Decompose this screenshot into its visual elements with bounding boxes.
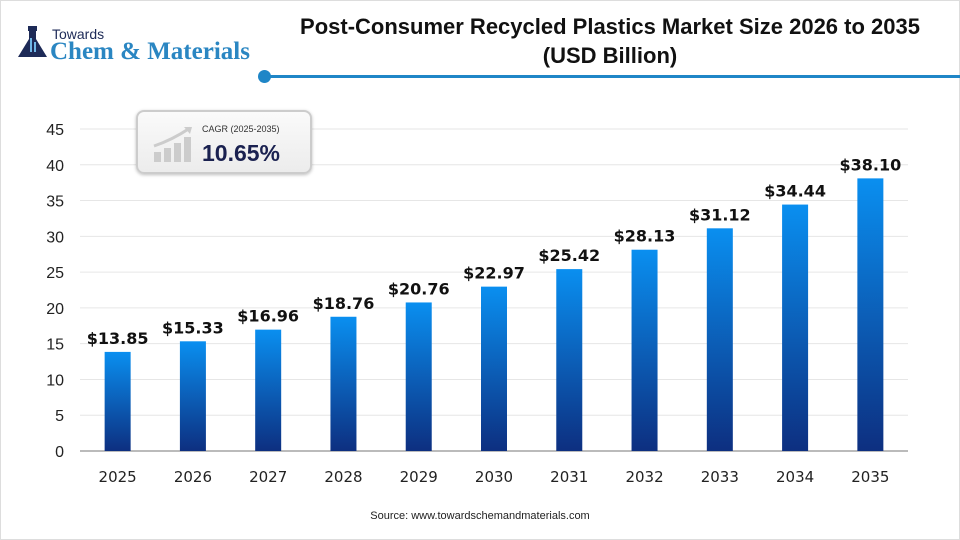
- divider-dot: [258, 70, 271, 83]
- bar: [782, 204, 809, 451]
- bar: [179, 341, 206, 451]
- cagr-box: CAGR (2025-2035) 10.65%: [136, 110, 312, 174]
- flask-icon: [18, 26, 47, 57]
- data-label: $20.76: [388, 279, 450, 298]
- bar: [556, 269, 583, 451]
- data-label: $22.97: [463, 264, 525, 283]
- bar: [104, 351, 131, 451]
- title-divider: [266, 75, 960, 78]
- title-line1: Post-Consumer Recycled Plastics Market S…: [300, 14, 920, 39]
- data-label: $25.42: [538, 246, 600, 265]
- title-line2: (USD Billion): [542, 43, 678, 68]
- data-label: $34.44: [764, 182, 826, 201]
- y-tick-label: 10: [46, 372, 64, 389]
- bar: [405, 302, 432, 451]
- x-tick-label: 2025: [99, 468, 137, 486]
- y-tick-label: 40: [46, 158, 64, 175]
- x-tick-label: 2031: [550, 468, 588, 486]
- x-tick-label: 2030: [475, 468, 513, 486]
- x-tick-label: 2033: [701, 468, 739, 486]
- y-tick-label: 20: [46, 301, 64, 318]
- x-tick-label: 2029: [400, 468, 438, 486]
- y-tick-label: 25: [46, 265, 64, 282]
- y-tick-label: 35: [46, 194, 64, 211]
- x-tick-label: 2035: [851, 468, 889, 486]
- data-label: $16.96: [237, 307, 299, 326]
- cagr-label: CAGR (2025-2035): [202, 124, 280, 134]
- bar: [481, 286, 507, 451]
- y-tick-label: 30: [46, 229, 64, 246]
- bar: [631, 249, 658, 451]
- y-tick-label: 0: [55, 444, 64, 461]
- x-tick-label: 2028: [324, 468, 362, 486]
- chart-title: Post-Consumer Recycled Plastics Market S…: [270, 12, 950, 70]
- x-tick-label: 2027: [249, 468, 287, 486]
- data-label: $31.12: [689, 205, 751, 224]
- data-label: $13.85: [87, 329, 149, 348]
- brand-line2: Chem & Materials: [50, 38, 250, 65]
- y-tick-label: 45: [46, 122, 64, 139]
- bar: [255, 329, 282, 451]
- x-tick-label: 2026: [174, 468, 212, 486]
- brand-logo: Towards Chem & Materials: [16, 26, 250, 65]
- data-label: $38.10: [839, 155, 901, 174]
- bar: [857, 178, 884, 451]
- data-label: $28.13: [614, 227, 676, 246]
- x-tick-label: 2032: [625, 468, 663, 486]
- brand-line1: Towards: [52, 26, 105, 42]
- x-tick-label: 2034: [776, 468, 814, 486]
- data-label: $15.33: [162, 318, 224, 337]
- data-label: $18.76: [313, 294, 375, 313]
- bar: [330, 316, 357, 451]
- cagr-value: 10.65%: [202, 140, 281, 166]
- source-note: Source: www.towardschemandmaterials.com: [370, 510, 590, 522]
- growth-chart-icon: [153, 126, 192, 162]
- y-tick-label: 15: [46, 337, 64, 354]
- y-tick-label: 5: [55, 408, 64, 425]
- bar: [706, 228, 733, 451]
